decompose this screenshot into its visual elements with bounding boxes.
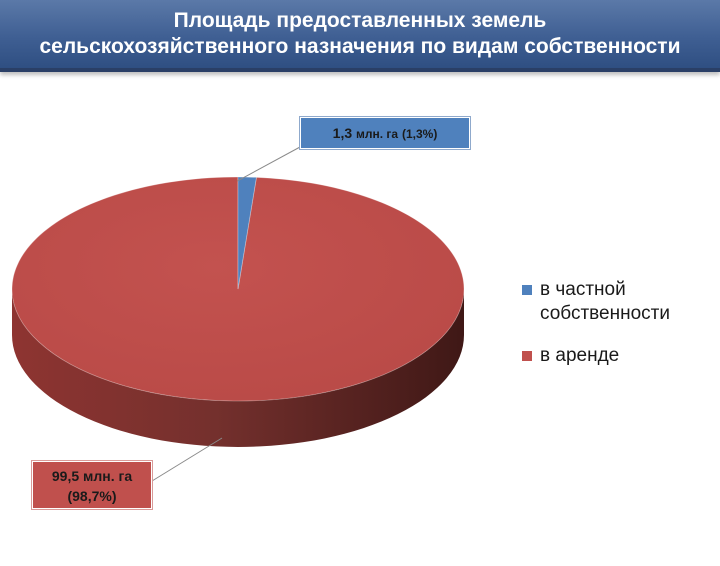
title-bar: Площадь предоставленных земель сельскохо… [0, 0, 720, 72]
legend-swatch-private [522, 285, 532, 295]
legend-label-private: в частной собственности [540, 279, 670, 324]
data-label-private-value: 1,3 [332, 125, 353, 141]
page-title-line-1: Площадь предоставленных земель [173, 9, 547, 32]
pie-slice-lease [11, 176, 465, 402]
data-label-lease: 99,5 млн. га (98,7%) [32, 461, 152, 509]
data-label-private-percent: (1,3%) [402, 127, 438, 141]
data-label-private: 1,3 млн. га (1,3%) [300, 117, 470, 149]
legend-swatch-lease [522, 351, 532, 361]
data-label-lease-value: 99,5 [51, 468, 80, 484]
data-label-lease-unit: млн. га [83, 468, 133, 484]
leader-lines [151, 146, 301, 482]
pie-slice-private [237, 176, 257, 290]
data-label-private-unit: млн. га [356, 127, 399, 141]
legend-item-private: в частной собственности [522, 278, 712, 326]
leader-line-private [236, 146, 301, 182]
pie-group [11, 176, 465, 447]
legend: в частной собственности в аренде [522, 278, 712, 368]
data-label-lease-percent: (98,7%) [67, 488, 117, 504]
legend-item-lease: в аренде [522, 344, 712, 368]
leader-line-lease [151, 437, 223, 482]
page-title-line-2: сельскохозяйственного назначения по вида… [39, 35, 681, 58]
pie-side-wall [12, 289, 464, 447]
legend-label-lease: в аренде [540, 345, 620, 366]
